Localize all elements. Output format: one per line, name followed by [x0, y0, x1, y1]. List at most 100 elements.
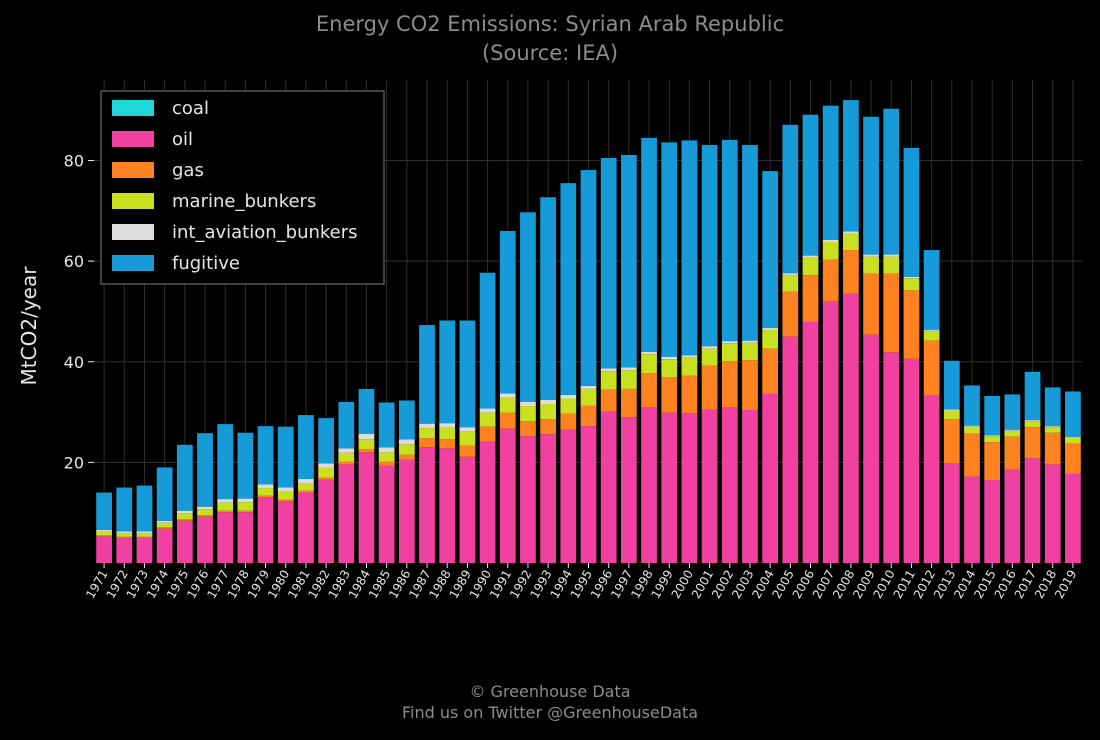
- bar-segment-marine-bunkers: [358, 439, 375, 450]
- bar-segment-marine-bunkers: [318, 467, 334, 478]
- bar-segment-oil: [843, 293, 859, 563]
- bar-segment-fugitive: [96, 492, 112, 530]
- bar-segment-marine-bunkers: [701, 348, 718, 366]
- bar-segment-fugitive: [742, 144, 758, 341]
- bar-segment-int-aviation-bunkers: [1024, 420, 1041, 422]
- bar-segment-gas: [580, 405, 597, 427]
- bar-segment-int-aviation-bunkers: [499, 393, 516, 398]
- bar-segment-gas: [136, 536, 153, 538]
- bar-segment-int-aviation-bunkers: [903, 276, 920, 279]
- bar-segment-oil: [782, 336, 799, 563]
- bar-segment-gas: [96, 535, 112, 537]
- bar-segment-fugitive: [782, 124, 799, 274]
- bar-segment-gas: [1024, 427, 1041, 459]
- bar-segment-marine-bunkers: [459, 431, 476, 446]
- bar-segment-oil: [156, 528, 173, 563]
- bar-segment-fugitive: [721, 139, 738, 342]
- bar-segment-oil: [459, 456, 476, 563]
- bar-segment-fugitive: [520, 212, 536, 402]
- bar-segment-marine-bunkers: [338, 452, 355, 462]
- bar-segment-oil: [964, 476, 980, 563]
- bar-segment-oil: [358, 452, 375, 563]
- legend-label: fugitive: [172, 253, 240, 274]
- bar-segment-marine-bunkers: [237, 502, 254, 511]
- bar-segment-gas: [883, 273, 900, 353]
- bar-segment-oil: [721, 407, 738, 563]
- bar-segment-fugitive: [701, 144, 718, 347]
- bar-segment-marine-bunkers: [257, 488, 274, 496]
- bar-segment-oil: [661, 412, 678, 563]
- bar-segment-fugitive: [298, 415, 314, 479]
- bar-segment-oil: [197, 516, 213, 563]
- bar-segment-gas: [1004, 436, 1021, 470]
- bar-segment-gas: [560, 413, 577, 430]
- bar-segment-int-aviation-bunkers: [984, 435, 1001, 437]
- bar-segment-marine-bunkers: [540, 404, 557, 420]
- bar-segment-int-aviation-bunkers: [398, 439, 415, 445]
- bar-segment-gas: [358, 449, 375, 453]
- bar-segment-fugitive: [620, 154, 637, 368]
- bar-segment-oil: [318, 479, 334, 563]
- bar-segment-gas: [620, 388, 637, 418]
- y-tick-label: 80: [64, 152, 84, 171]
- bar-segment-marine-bunkers: [883, 256, 900, 274]
- bar-segment-int-aviation-bunkers: [540, 399, 557, 405]
- bar-segment-gas: [964, 433, 980, 477]
- chart-subtitle: (Source: IEA): [481, 41, 619, 65]
- legend-label: gas: [172, 160, 204, 181]
- bar-segment-gas: [923, 340, 940, 396]
- bar-segment-gas: [419, 438, 435, 448]
- bar-segment-fugitive: [237, 432, 254, 499]
- bar-segment-marine-bunkers: [378, 452, 395, 462]
- bar-segment-marine-bunkers: [398, 444, 415, 455]
- bar-segment-marine-bunkers: [863, 256, 879, 274]
- bar-segment-oil: [520, 436, 536, 563]
- bar-segment-fugitive: [419, 325, 435, 424]
- bar-segment-gas: [681, 375, 698, 414]
- bar-segment-int-aviation-bunkers: [923, 330, 940, 332]
- bar-segment-int-aviation-bunkers: [661, 356, 678, 360]
- bar-segment-oil: [984, 479, 1001, 563]
- bar-segment-gas: [863, 273, 879, 335]
- bar-segment-fugitive: [459, 320, 476, 428]
- bar-segment-marine-bunkers: [600, 371, 617, 390]
- bar-segment-int-aviation-bunkers: [843, 231, 859, 234]
- bar-segment-marine-bunkers: [96, 531, 112, 536]
- bar-segment-oil: [1024, 458, 1041, 563]
- bar-segment-fugitive: [1065, 391, 1081, 437]
- bar-segment-oil: [217, 512, 234, 563]
- bar-segment-fugitive: [843, 100, 859, 232]
- y-tick-label: 20: [64, 453, 84, 472]
- bar-segment-fugitive: [439, 320, 456, 424]
- bar-segment-fugitive: [802, 114, 819, 256]
- bar-segment-marine-bunkers: [843, 233, 859, 251]
- bar-segment-gas: [338, 461, 355, 465]
- chart-title: Energy CO2 Emissions: Syrian Arab Republ…: [315, 12, 785, 36]
- bar-segment-oil: [641, 407, 657, 563]
- bar-segment-gas: [520, 421, 536, 437]
- bar-segment-int-aviation-bunkers: [116, 531, 133, 534]
- footer-twitter-link[interactable]: Find us on Twitter @GreenhouseData: [401, 703, 699, 722]
- bar-segment-gas: [843, 250, 859, 294]
- bar-segment-gas: [943, 419, 960, 464]
- bar-segment-oil: [398, 459, 415, 563]
- bar-segment-int-aviation-bunkers: [96, 529, 112, 532]
- bar-segment-marine-bunkers: [782, 275, 799, 292]
- bar-segment-gas: [701, 365, 718, 410]
- bar-segment-int-aviation-bunkers: [782, 273, 799, 276]
- bar-segment-oil: [943, 463, 960, 563]
- bar-segment-oil: [681, 413, 698, 563]
- bar-segment-marine-bunkers: [903, 278, 920, 291]
- legend-swatch-coal: [112, 100, 154, 116]
- bar-segment-int-aviation-bunkers: [358, 433, 375, 440]
- bar-segment-gas: [298, 490, 314, 493]
- bar-segment-fugitive: [540, 197, 557, 400]
- bar-segment-fugitive: [197, 433, 213, 507]
- bar-segment-marine-bunkers: [116, 533, 133, 537]
- bar-segment-fugitive: [499, 230, 516, 394]
- bar-segment-marine-bunkers: [661, 359, 678, 378]
- bar-segment-gas: [176, 519, 193, 521]
- bar-segment-int-aviation-bunkers: [742, 340, 758, 343]
